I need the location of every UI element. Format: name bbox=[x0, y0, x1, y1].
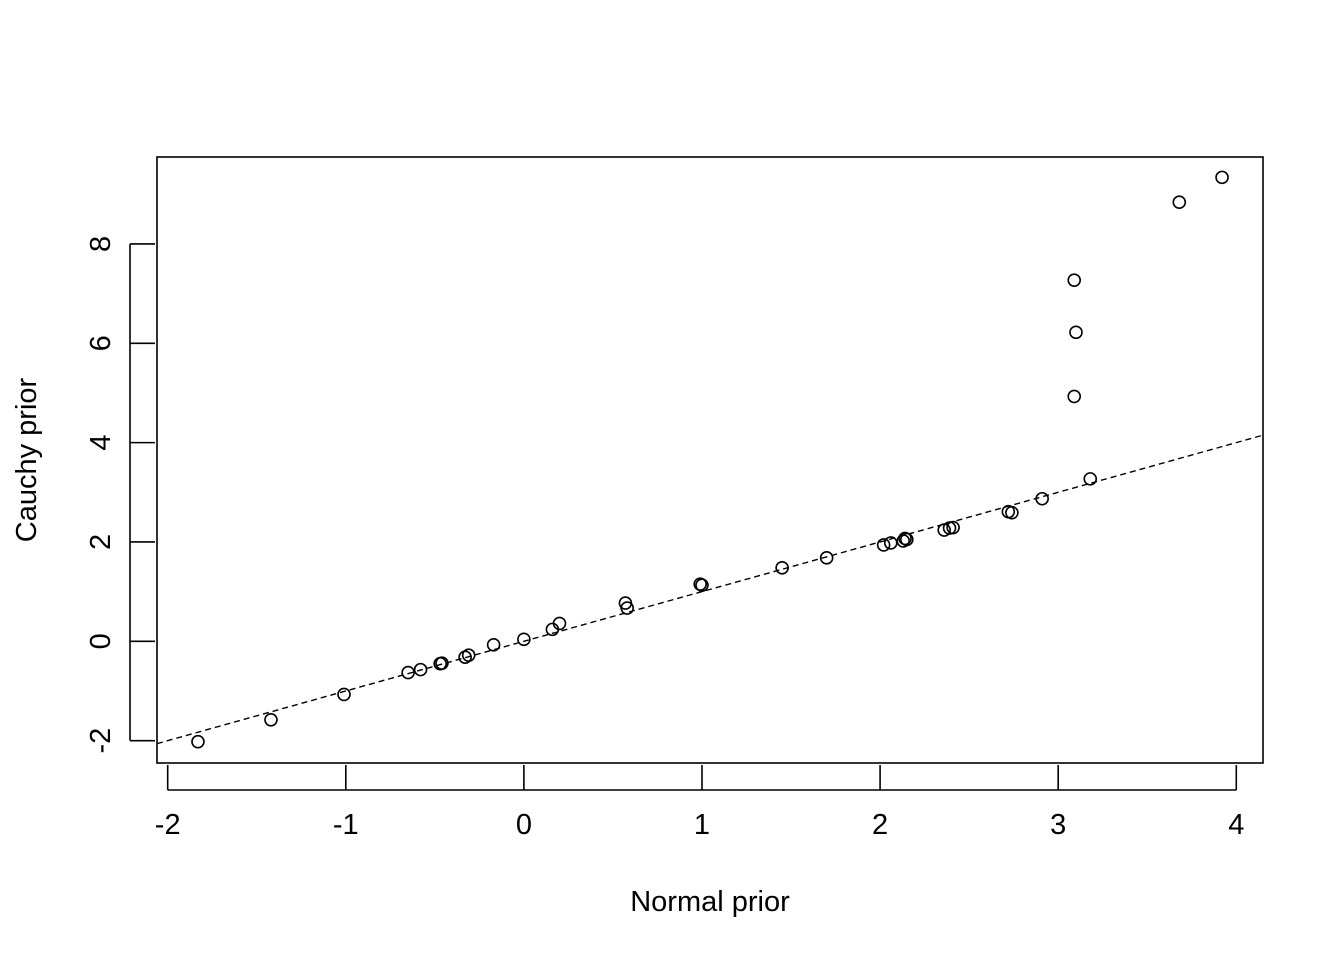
y-tick-label: 6 bbox=[85, 335, 117, 351]
data-point bbox=[413, 662, 428, 677]
data-point bbox=[695, 578, 709, 592]
data-point bbox=[1067, 389, 1082, 404]
reference-line bbox=[156, 434, 1264, 745]
y-tick-label: 2 bbox=[85, 534, 117, 550]
y-tick-label: 4 bbox=[85, 435, 117, 451]
data-point bbox=[1083, 472, 1098, 486]
data-point bbox=[1069, 325, 1083, 340]
data-point bbox=[337, 687, 351, 702]
data-point bbox=[461, 648, 476, 663]
x-tick-label: -1 bbox=[333, 809, 359, 841]
y-tick-label: -2 bbox=[85, 728, 117, 754]
data-point bbox=[517, 632, 531, 647]
data-point bbox=[1035, 491, 1049, 506]
y-axis: -2 0 2 4 6 8 bbox=[85, 236, 155, 754]
x-axis: -2 -1 0 1 2 3 4 bbox=[155, 765, 1244, 841]
x-tick-label: 1 bbox=[694, 809, 710, 841]
y-tick-label: 0 bbox=[85, 633, 117, 649]
data-point bbox=[876, 538, 891, 552]
data-point bbox=[1215, 170, 1229, 185]
y-tick-label: 8 bbox=[85, 236, 117, 252]
points-layer bbox=[191, 170, 1229, 749]
data-point bbox=[1067, 273, 1082, 287]
reference-line-layer bbox=[156, 434, 1264, 745]
data-point bbox=[435, 656, 449, 670]
plot-frame bbox=[156, 156, 1264, 764]
data-point bbox=[819, 551, 834, 565]
data-point bbox=[1005, 505, 1019, 520]
data-point bbox=[1172, 195, 1187, 210]
data-point bbox=[620, 601, 634, 615]
data-point bbox=[552, 616, 567, 631]
x-tick-label: 3 bbox=[1050, 809, 1066, 841]
x-tick-label: 2 bbox=[872, 809, 888, 841]
x-tick-label: -2 bbox=[155, 809, 181, 841]
y-axis-label: Cauchy prior bbox=[11, 377, 43, 542]
data-point bbox=[775, 560, 789, 575]
x-tick-label: 4 bbox=[1228, 809, 1244, 841]
x-axis-label: Normal prior bbox=[630, 886, 790, 918]
data-point bbox=[900, 532, 914, 547]
data-point bbox=[264, 712, 278, 727]
data-point bbox=[946, 520, 960, 535]
data-point bbox=[191, 734, 205, 749]
data-point bbox=[401, 665, 415, 680]
x-tick-label: 0 bbox=[516, 809, 532, 841]
data-point bbox=[486, 637, 501, 652]
